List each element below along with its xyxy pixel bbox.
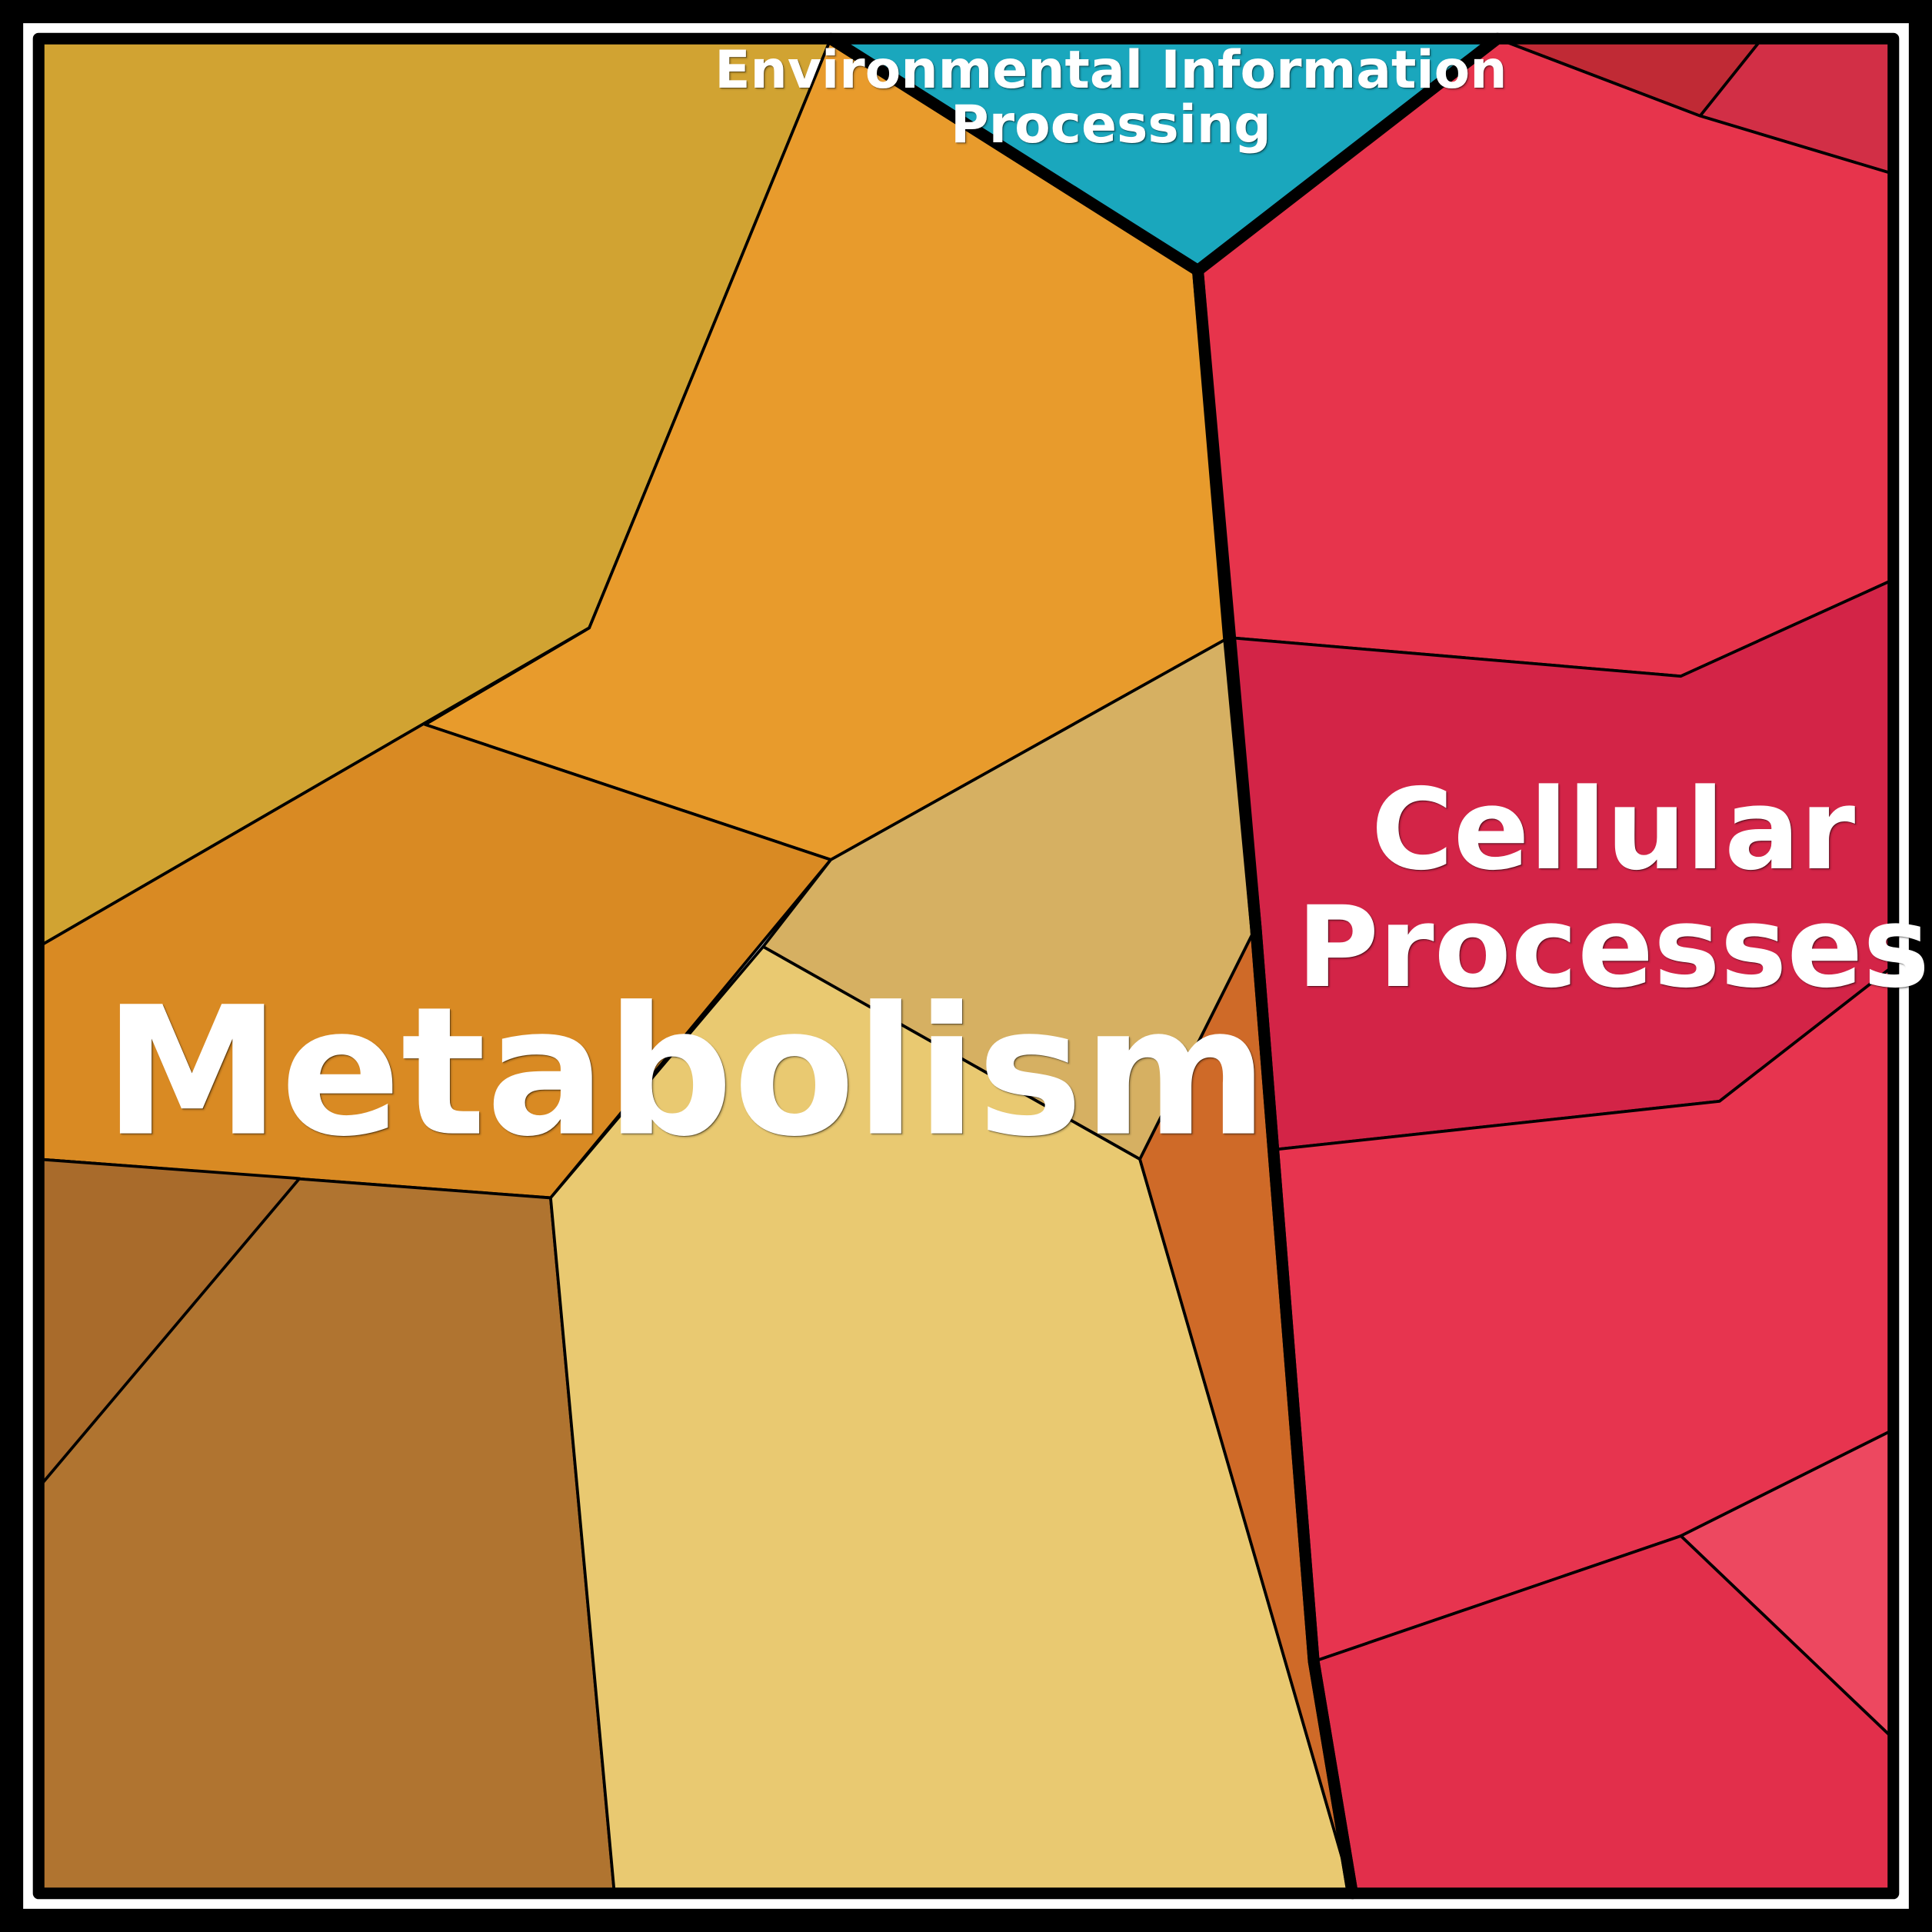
treemap-svg — [0, 0, 1932, 1932]
voronoi-treemap: Metabolism Environmental Information Pro… — [0, 0, 1932, 1932]
